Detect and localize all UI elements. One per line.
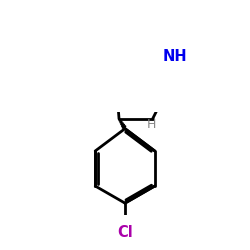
Text: NH: NH [162,49,187,64]
Text: H: H [146,118,156,131]
Text: Cl: Cl [117,225,133,240]
